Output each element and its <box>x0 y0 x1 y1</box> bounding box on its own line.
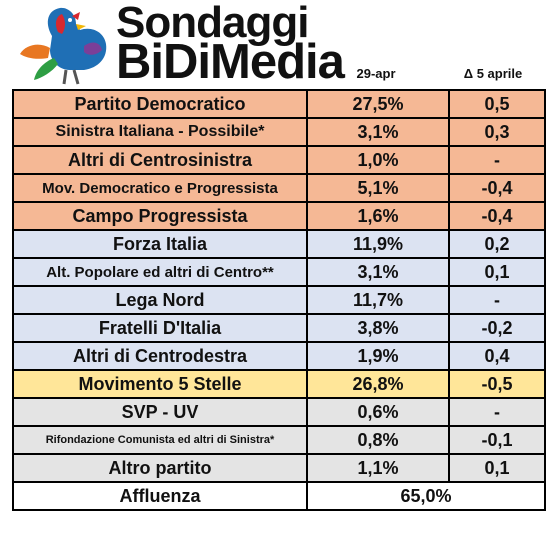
delta-cell: - <box>448 145 546 175</box>
column-header-date: 29-apr <box>356 66 396 81</box>
table-row: Forza Italia 11,9% 0,2 <box>12 229 546 259</box>
delta-cell: -0,4 <box>448 201 546 231</box>
value-cell: 5,1% <box>306 173 450 203</box>
brand-line-sondaggi: Sondaggi <box>116 0 309 47</box>
poll-table: Partito Democratico 27,5% 0,5 Sinistra Ital… <box>12 89 546 511</box>
delta-cell: 0,1 <box>448 453 546 483</box>
table-row: Movimento 5 Stelle 26,8% -0,5 <box>12 369 546 399</box>
column-header-delta: Δ 5 aprile <box>463 66 523 81</box>
table-row: Partito Democratico 27,5% 0,5 <box>12 89 546 119</box>
poll-table-body: Partito Democratico 27,5% 0,5 Sinistra Ital… <box>12 89 546 511</box>
table-row: Campo Progressista 1,6% -0,4 <box>12 201 546 231</box>
value-cell: 1,0% <box>306 145 450 175</box>
value-cell: 0,8% <box>306 425 450 455</box>
party-name-cell: Sinistra Italiana - Possibile* <box>12 117 308 147</box>
party-name-cell: Partito Democratico <box>12 89 308 119</box>
party-name-cell: SVP - UV <box>12 397 308 427</box>
table-row: Sinistra Italiana - Possibile* 3,1% 0,3 <box>12 117 546 147</box>
value-cell: 1,1% <box>306 453 450 483</box>
table-row: Alt. Popolare ed altri di Centro** 3,1% 0,… <box>12 257 546 287</box>
delta-cell: -0,1 <box>448 425 546 455</box>
party-name-cell: Lega Nord <box>12 285 308 315</box>
value-cell: 3,1% <box>306 257 450 287</box>
delta-cell: 0,3 <box>448 117 546 147</box>
table-row: Lega Nord 11,7% - <box>12 285 546 315</box>
delta-cell: -0,5 <box>448 369 546 399</box>
table-row: Rifondazione Comunista ed altri di Sinis… <box>12 425 546 455</box>
turnout-row: Affluenza 65,0% <box>12 481 546 511</box>
table-row: Altro partito 1,1% 0,1 <box>12 453 546 483</box>
value-cell: 1,9% <box>306 341 450 371</box>
delta-cell: 0,5 <box>448 89 546 119</box>
bidimedia-logo: Sondaggi BiDiMedia <box>14 0 345 89</box>
delta-cell: 0,1 <box>448 257 546 287</box>
table-row: SVP - UV 0,6% - <box>12 397 546 427</box>
delta-cell: 0,2 <box>448 229 546 259</box>
party-name-cell: Campo Progressista <box>12 201 308 231</box>
delta-cell: 0,4 <box>448 341 546 371</box>
party-name-cell: Alt. Popolare ed altri di Centro** <box>12 257 308 287</box>
party-name-cell: Rifondazione Comunista ed altri di Sinis… <box>12 425 308 455</box>
value-cell: 27,5% <box>306 89 450 119</box>
table-row: Altri di Centrosinistra 1,0% - <box>12 145 546 175</box>
party-name-cell: Altri di Centrodestra <box>12 341 308 371</box>
delta-cell: - <box>448 285 546 315</box>
table-row: Fratelli D'Italia 3,8% -0,2 <box>12 313 546 343</box>
party-name-cell: Altri di Centrosinistra <box>12 145 308 175</box>
turnout-label-cell: Affluenza <box>12 481 308 511</box>
value-cell: 3,1% <box>306 117 450 147</box>
turnout-value-cell: 65,0% <box>306 481 546 511</box>
delta-cell: - <box>448 397 546 427</box>
value-cell: 0,6% <box>306 397 450 427</box>
value-cell: 11,7% <box>306 285 450 315</box>
value-cell: 11,9% <box>306 229 450 259</box>
rooster-icon <box>20 7 107 85</box>
delta-cell: -0,4 <box>448 173 546 203</box>
table-row: Mov. Democratico e Progressista 5,1% -0,4 <box>12 173 546 203</box>
party-name-cell: Fratelli D'Italia <box>12 313 308 343</box>
party-name-cell: Altro partito <box>12 453 308 483</box>
party-name-cell: Movimento 5 Stelle <box>12 369 308 399</box>
table-row: Altri di Centrodestra 1,9% 0,4 <box>12 341 546 371</box>
value-cell: 1,6% <box>306 201 450 231</box>
value-cell: 26,8% <box>306 369 450 399</box>
party-name-cell: Mov. Democratico e Progressista <box>12 173 308 203</box>
brand-line-bidimedia: BiDiMedia <box>116 35 345 89</box>
party-name-cell: Forza Italia <box>12 229 308 259</box>
delta-cell: -0,2 <box>448 313 546 343</box>
value-cell: 3,8% <box>306 313 450 343</box>
